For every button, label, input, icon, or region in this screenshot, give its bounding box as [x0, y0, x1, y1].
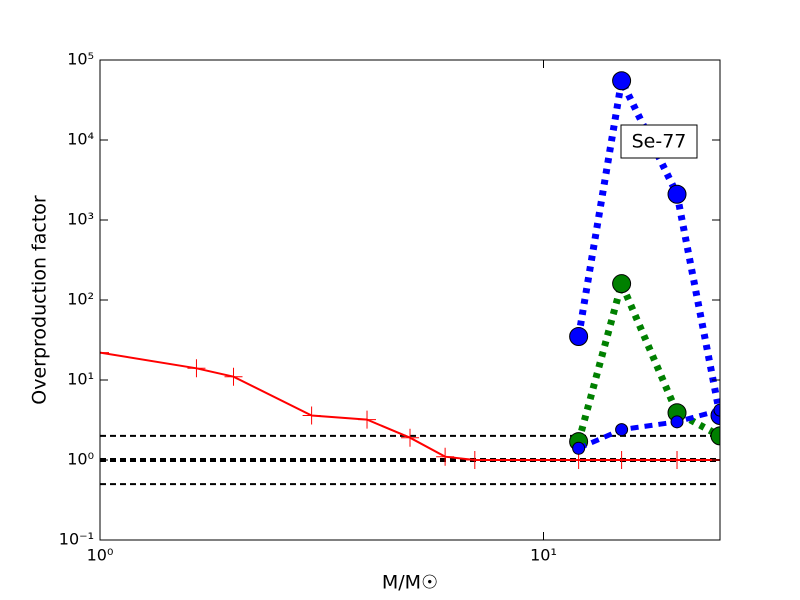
series-line	[100, 351, 720, 461]
marker	[224, 367, 243, 386]
marker	[401, 428, 419, 447]
marker	[667, 184, 687, 204]
marker	[612, 274, 632, 294]
marker	[187, 359, 206, 378]
y-tick-label: 10⁰	[67, 450, 94, 469]
y-tick-label: 10¹	[67, 370, 94, 389]
x-tick-label: 10⁰	[87, 546, 114, 565]
marker	[302, 406, 321, 425]
marker	[572, 441, 586, 455]
marker	[436, 447, 455, 466]
y-axis-label: Overproduction factor	[29, 195, 51, 405]
marker	[612, 451, 631, 469]
marker	[465, 451, 484, 469]
series-line	[575, 273, 720, 443]
marker	[615, 423, 629, 437]
marker	[358, 410, 377, 429]
marker	[612, 71, 632, 91]
marker	[668, 451, 687, 469]
marker	[670, 415, 684, 429]
x-tick-label: 10¹	[530, 546, 557, 565]
series-line	[577, 407, 720, 451]
marker	[713, 403, 720, 417]
y-tick-label: 10⁻¹	[59, 530, 94, 549]
y-tick-label: 10⁵	[67, 50, 94, 69]
marker	[569, 326, 589, 346]
annotation: Se-77	[632, 131, 687, 153]
x-axis-label: M/M☉	[382, 572, 438, 594]
y-tick-label: 10⁴	[67, 130, 94, 149]
annotation-box	[620, 124, 698, 159]
y-tick-label: 10²	[67, 290, 94, 309]
y-tick-label: 10³	[67, 210, 94, 229]
marker	[710, 426, 720, 446]
marker	[100, 343, 109, 362]
